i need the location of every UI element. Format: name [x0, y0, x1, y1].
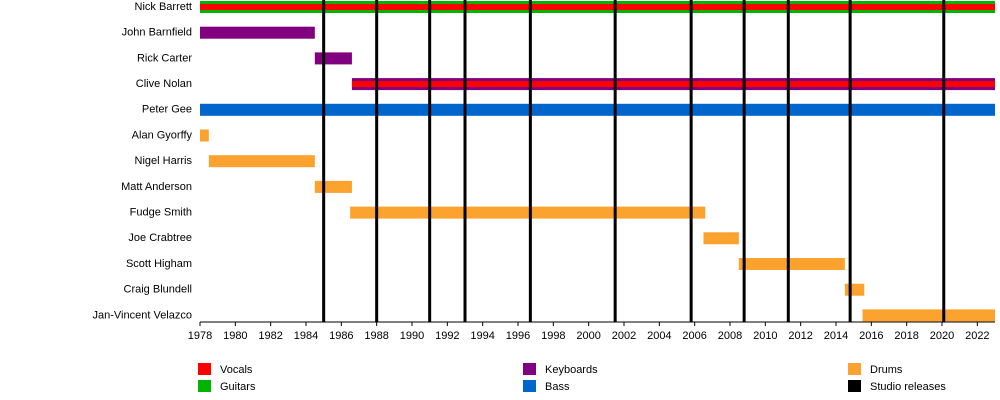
x-tick-label: 1994	[470, 330, 494, 342]
member-bar	[862, 309, 995, 322]
y-tick-label: Jan-Vincent Velazco	[93, 309, 192, 321]
x-tick-label: 2014	[824, 330, 848, 342]
x-tick-label: 2020	[930, 330, 954, 342]
y-tick-label: Nick Barrett	[135, 1, 192, 13]
y-tick-label: Matt Anderson	[121, 181, 192, 193]
x-tick-label: 1984	[294, 330, 318, 342]
member-bar	[314, 52, 352, 65]
x-tick-label: 1980	[223, 330, 247, 342]
y-tick-label: Clive Nolan	[136, 78, 192, 90]
member-bar	[200, 103, 995, 116]
legend-label: Studio releases	[870, 381, 946, 393]
member-bar	[200, 4, 995, 10]
legend-label: Drums	[870, 364, 903, 376]
legend-swatch	[523, 363, 536, 375]
x-tick-label: 1990	[400, 330, 424, 342]
legend-swatch	[848, 380, 861, 392]
y-tick-label: John Barnfield	[122, 27, 192, 39]
x-tick-label: 2006	[682, 330, 706, 342]
member-bar	[738, 258, 845, 270]
legend-swatch	[523, 380, 536, 392]
member-bar	[350, 206, 706, 219]
y-tick-label: Rick Carter	[137, 52, 192, 64]
x-tick-label: 2000	[576, 330, 600, 342]
x-tick-label: 1978	[188, 330, 212, 342]
member-bar	[200, 129, 209, 142]
x-tick-label: 2008	[718, 330, 742, 342]
member-bar	[200, 26, 315, 39]
legend-label: Vocals	[220, 364, 253, 376]
y-tick-label: Peter Gee	[142, 104, 192, 116]
member-bar	[703, 232, 739, 245]
x-tick-label: 1998	[541, 330, 565, 342]
x-tick-label: 1988	[364, 330, 388, 342]
legend-label: Guitars	[220, 381, 256, 393]
x-tick-label: 1992	[435, 330, 459, 342]
x-tick-label: 1986	[329, 330, 353, 342]
legend-swatch	[848, 363, 861, 375]
legend-label: Bass	[545, 381, 570, 393]
member-bar	[208, 155, 315, 168]
legend-swatch	[198, 363, 211, 375]
y-tick-label: Scott Higham	[126, 258, 192, 270]
x-tick-label: 2002	[612, 330, 636, 342]
y-tick-label: Nigel Harris	[135, 155, 193, 167]
x-tick-label: 2018	[894, 330, 918, 342]
member-bar	[351, 81, 995, 88]
x-tick-label: 2012	[788, 330, 812, 342]
y-tick-label: Joe Crabtree	[128, 232, 192, 244]
legend-swatch	[198, 380, 211, 392]
x-tick-label: 2016	[859, 330, 883, 342]
x-tick-label: 1982	[258, 330, 282, 342]
y-tick-label: Craig Blundell	[124, 284, 192, 296]
x-tick-label: 2022	[965, 330, 989, 342]
legend-label: Keyboards	[545, 364, 598, 376]
y-tick-label: Fudge Smith	[130, 207, 192, 219]
member-bar	[844, 283, 865, 296]
x-tick-label: 1996	[506, 330, 530, 342]
x-tick-label: 2004	[647, 330, 671, 342]
y-tick-label: Alan Gyorffy	[132, 129, 193, 141]
member-bar	[314, 180, 352, 193]
x-tick-label: 2010	[753, 330, 777, 342]
